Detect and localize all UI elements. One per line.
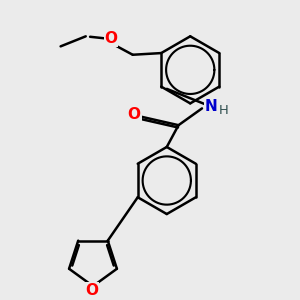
Text: H: H	[219, 103, 229, 117]
Text: N: N	[205, 99, 218, 114]
Text: O: O	[85, 283, 98, 298]
Text: O: O	[104, 32, 117, 46]
Text: O: O	[128, 106, 141, 122]
